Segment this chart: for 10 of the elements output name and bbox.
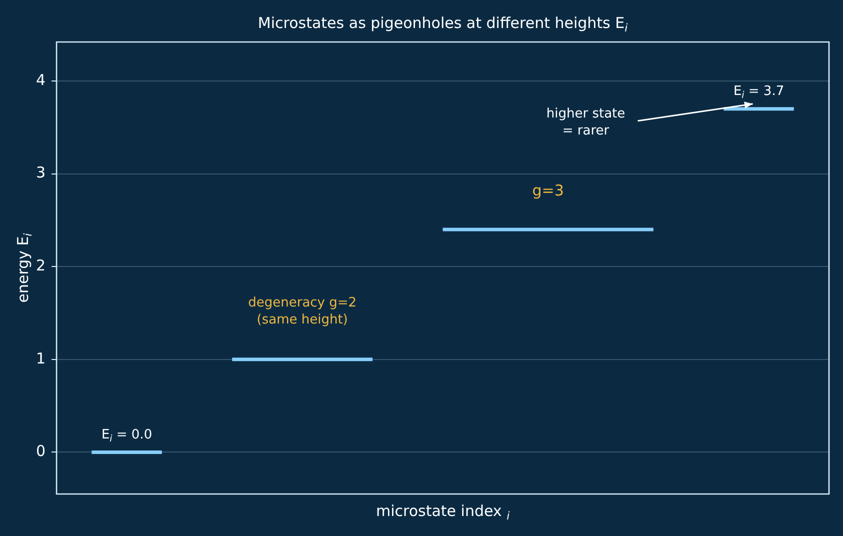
y-tick-label: 2 — [36, 256, 46, 274]
annotation: g=3 — [532, 181, 564, 200]
annotation: degeneracy g=2 (same height) — [248, 295, 357, 328]
x-axis-title: microstate index i — [376, 502, 510, 522]
y-tick-label: 1 — [36, 349, 46, 368]
y-tick-label: 0 — [36, 442, 46, 460]
y-axis-title: energy Ei — [14, 233, 34, 303]
y-tick-label: 4 — [36, 70, 46, 89]
annotation: higher state = rarer — [546, 106, 626, 139]
y-tick-label: 3 — [36, 164, 46, 182]
